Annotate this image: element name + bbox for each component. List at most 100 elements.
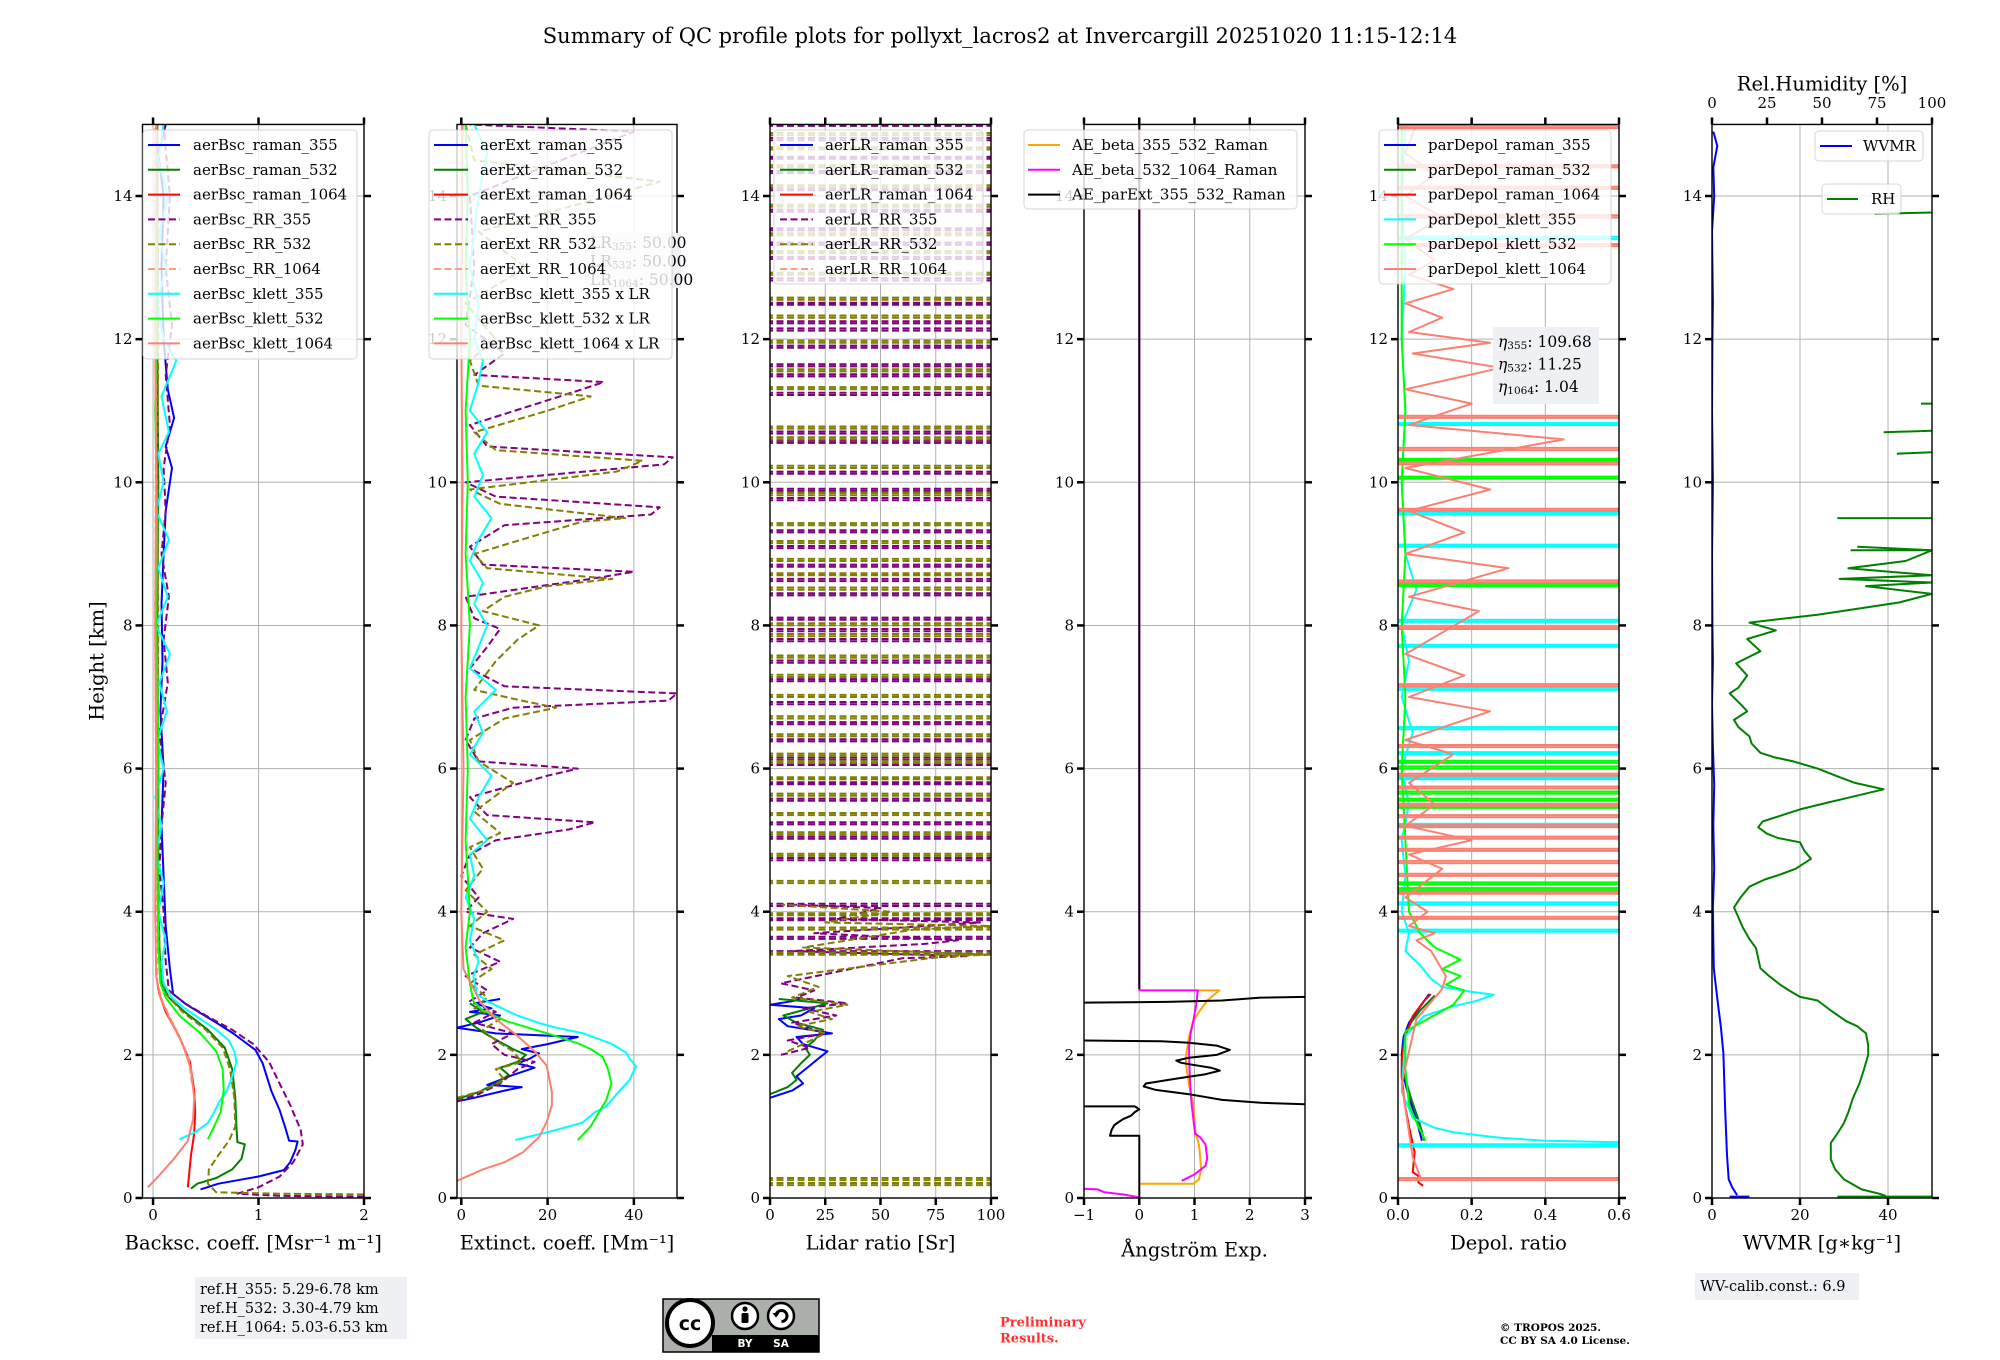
y-tick-label: 6 — [1692, 760, 1702, 778]
y-tick-label: 4 — [1064, 903, 1074, 921]
legend-entry: aerBsc_klett_355 — [148, 285, 324, 303]
x-tick-label: 1 — [254, 1206, 264, 1224]
copyright-line-2: CC BY SA 4.0 License. — [1500, 1335, 1630, 1347]
x-tick-label: 3 — [1300, 1206, 1310, 1224]
y-tick-label: 8 — [1064, 616, 1074, 634]
legend-entry: aerLR_raman_1064 — [780, 186, 973, 204]
y-tick-label: 14 — [113, 187, 132, 205]
legend-entry: AE_beta_355_532_Raman — [1028, 136, 1268, 154]
y-tick-label: 6 — [123, 760, 133, 778]
y-tick-label: 10 — [741, 473, 760, 491]
y-tick-label: 12 — [741, 330, 760, 348]
y-tick-label: 6 — [1378, 760, 1388, 778]
legend-label: aerBsc_klett_532 — [193, 310, 324, 328]
axes-frame — [456, 123, 678, 1199]
series-group — [457, 124, 677, 1182]
x-tick-label: 0 — [457, 1206, 467, 1224]
legend-entry: aerBsc_klett_1064 — [148, 334, 333, 352]
series-line-aerbsc-klett-532-x-lr — [464, 124, 613, 1141]
y-tick-label: 0 — [1064, 1189, 1074, 1207]
series-line-aerbsc-rr-355 — [158, 124, 364, 1198]
x-tick-label: 0 — [1707, 1206, 1717, 1224]
legend-label: parDepol_raman_532 — [1428, 161, 1591, 179]
legend-label: aerBsc_RR_355 — [193, 210, 311, 228]
wv-calibration-background — [1695, 1273, 1859, 1300]
panel-angstrom: −1012302468101214Ångström Exp.AE_beta_35… — [1023, 117, 1312, 1262]
legend-entry: aerLR_raman_355 — [780, 136, 964, 154]
y-tick-label: 14 — [1683, 187, 1702, 205]
x-tick-label: 40 — [624, 1206, 643, 1224]
legend-label: aerLR_RR_1064 — [825, 260, 947, 278]
annotation-row: η532: 11.25 — [1498, 356, 1582, 375]
legend-label: aerBsc_klett_355 x LR — [480, 285, 651, 303]
badge-sa-label: SA — [773, 1338, 790, 1350]
legend-entry: parDepol_raman_1064 — [1384, 186, 1600, 204]
y-tick-label: 4 — [1692, 903, 1702, 921]
cc-license-badge: cc BY SA — [662, 1298, 820, 1353]
legend-label: aerExt_raman_1064 — [480, 186, 633, 204]
y-axis-label: Height [km] — [86, 601, 109, 720]
series-group — [1712, 131, 1932, 1198]
legend-entry: aerBsc_raman_1064 — [148, 186, 347, 204]
legend-label: aerBsc_RR_532 — [193, 235, 311, 253]
legend-frame — [1378, 129, 1612, 285]
legend-entry: RH — [1827, 190, 1895, 208]
x-tick-label: 50 — [871, 1206, 890, 1224]
legend-entry: aerExt_RR_355 — [434, 210, 597, 228]
y-tick-label: 10 — [1369, 473, 1388, 491]
series-line-aerbsc-klett-355 — [154, 124, 238, 1141]
x-tick-label: 20 — [538, 1206, 557, 1224]
legend-entry: aerExt_RR_532 — [434, 235, 597, 253]
y-tick-label: 2 — [750, 1046, 760, 1064]
legend: aerLR_raman_355 aerLR_raman_532 aerLR_rama… — [773, 129, 984, 285]
series-line-ae-beta-532-1064-raman — [1084, 124, 1209, 1199]
legend-entry: parDepol_klett_1064 — [1384, 260, 1586, 278]
series-line-pardepol-klett-355 — [1398, 124, 1619, 1148]
reference-height-1064: ref.H_1064: 5.03-6.53 km — [200, 1320, 388, 1336]
y-tick-label: 2 — [437, 1046, 447, 1064]
legend-frame — [142, 129, 358, 360]
legend-entry: aerBsc_klett_355 x LR — [434, 285, 651, 303]
x-tick-label: 0.2 — [1460, 1206, 1484, 1224]
wv-calibration-constant: WV-calib.const.: 6.9 — [1700, 1279, 1846, 1295]
legend-label: aerBsc_raman_532 — [193, 161, 338, 179]
legend-label: aerLR_RR_355 — [825, 210, 937, 228]
annotation-row: η1064: 1.04 — [1498, 378, 1579, 397]
reference-heights-box: ref.H_355: 5.29-6.78 km ref.H_532: 3.30-… — [195, 1277, 407, 1339]
annotation-subscript: 532 — [1507, 363, 1527, 375]
preliminary-results-note: Preliminary Results. — [1000, 1316, 1086, 1347]
secondary-x-tick-label: 0 — [1707, 94, 1717, 112]
tick-marks — [1077, 117, 1312, 1205]
legend-label: AE_parExt_355_532_Raman — [1071, 186, 1286, 204]
legend-label: aerExt_raman_532 — [480, 161, 623, 179]
secondary-x-axis-label: Rel.Humidity [%] — [1737, 73, 1907, 96]
legend-frame — [428, 129, 673, 360]
legend-entry: aerExt_raman_532 — [434, 161, 623, 179]
axes-frame — [141, 123, 365, 1199]
legend-label: parDepol_klett_1064 — [1428, 260, 1586, 278]
x-tick-label: 2 — [359, 1206, 369, 1224]
legend-label: aerBsc_RR_1064 — [193, 260, 321, 278]
tick-marks — [1391, 117, 1626, 1205]
legend-label: aerLR_raman_1064 — [825, 186, 973, 204]
y-tick-label: 4 — [1378, 903, 1388, 921]
series-line-ae-parext-355-532-raman — [1084, 124, 1305, 1198]
legend: RH — [1821, 183, 1902, 215]
legend-entry: aerBsc_raman_355 — [148, 136, 338, 154]
legend-label: aerExt_RR_1064 — [480, 260, 606, 278]
y-tick-label: 4 — [750, 903, 760, 921]
annotation-subscript: 1064 — [1507, 385, 1534, 397]
legend: aerBsc_raman_355 aerBsc_raman_532 aerBsc_r… — [142, 129, 358, 360]
preliminary-line-1: Preliminary — [1000, 1316, 1086, 1331]
annotation-symbol: η — [1498, 378, 1508, 396]
legend-label: aerExt_RR_532 — [480, 235, 597, 253]
legend-frame — [773, 129, 984, 285]
annotation-background — [1493, 327, 1599, 404]
legend-entry: aerBsc_RR_1064 — [148, 260, 321, 278]
legend-label: aerLR_raman_355 — [825, 136, 964, 154]
annotation-value: : 109.68 — [1527, 333, 1591, 351]
